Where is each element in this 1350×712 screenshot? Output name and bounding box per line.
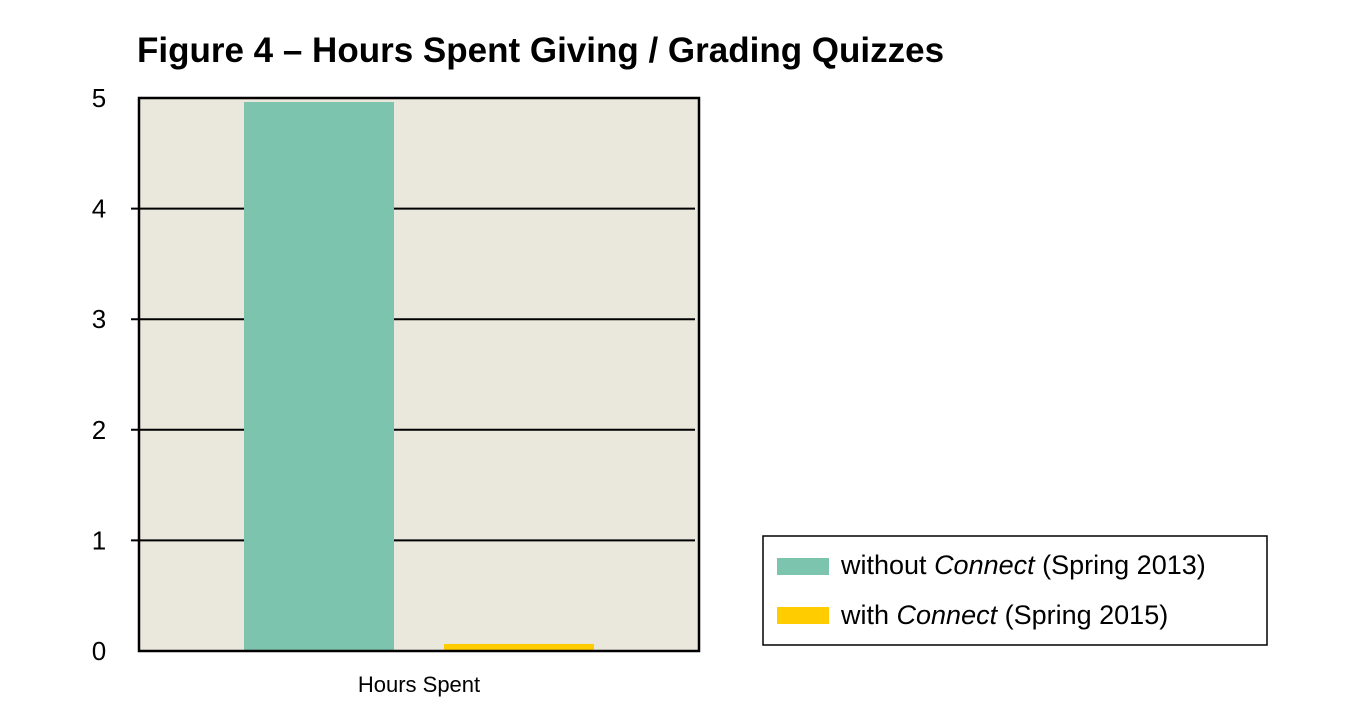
legend-label-suffix: (Spring 2015) <box>997 600 1168 630</box>
x-category-label: Hours Spent <box>358 672 480 697</box>
y-axis-ticks: 0 1 2 3 4 5 <box>92 83 106 666</box>
bar <box>244 102 394 651</box>
y-tick-label: 1 <box>92 525 106 555</box>
chart-title: Figure 4 – Hours Spent Giving / Grading … <box>137 31 944 70</box>
y-tick-label: 3 <box>92 304 106 334</box>
x-axis-categories: Hours Spent <box>358 672 480 697</box>
legend-label-without-connect: without Connect (Spring 2013) <box>840 550 1206 580</box>
legend-label-suffix: (Spring 2013) <box>1035 550 1206 580</box>
legend-swatch-without-connect <box>777 558 829 575</box>
y-tick-label: 0 <box>92 636 106 666</box>
plot-area <box>139 98 699 651</box>
legend-label-emphasis: Connect <box>897 600 999 630</box>
legend-swatch-with-connect <box>777 607 829 624</box>
y-tick-label: 5 <box>92 83 106 113</box>
y-tick-label: 4 <box>92 194 106 224</box>
legend-label-prefix: with <box>840 600 897 630</box>
legend: without Connect (Spring 2013) with Conne… <box>763 536 1267 645</box>
legend-label-with-connect: with Connect (Spring 2015) <box>840 600 1168 630</box>
legend-label-emphasis: Connect <box>934 550 1036 580</box>
y-tick-label: 2 <box>92 415 106 445</box>
legend-label-prefix: without <box>840 550 934 580</box>
